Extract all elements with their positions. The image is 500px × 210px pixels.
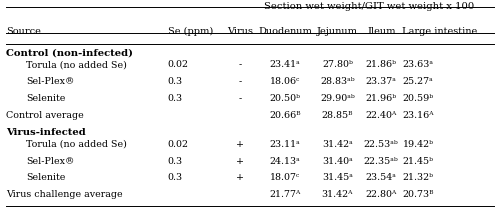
Text: 23.37ᵃ: 23.37ᵃ xyxy=(366,77,396,86)
Text: 0.3: 0.3 xyxy=(168,77,182,86)
Text: 28.85ᴮ: 28.85ᴮ xyxy=(322,111,353,120)
Text: Virus: Virus xyxy=(227,27,253,36)
Text: 20.59ᵇ: 20.59ᵇ xyxy=(402,94,434,103)
Text: Sel-Plex®: Sel-Plex® xyxy=(26,157,74,166)
Text: 0.3: 0.3 xyxy=(168,157,182,166)
Text: 28.83ᵃᵇ: 28.83ᵃᵇ xyxy=(320,77,355,86)
Text: Selenite: Selenite xyxy=(26,173,66,182)
Text: 24.13ᵃ: 24.13ᵃ xyxy=(270,157,300,166)
Text: 18.06ᶜ: 18.06ᶜ xyxy=(270,77,300,86)
Text: 20.66ᴮ: 20.66ᴮ xyxy=(269,111,301,120)
Text: 0.3: 0.3 xyxy=(168,173,182,182)
Text: 31.40ᵃ: 31.40ᵃ xyxy=(322,157,353,166)
Text: 22.53ᵃᵇ: 22.53ᵃᵇ xyxy=(364,140,398,149)
Text: -: - xyxy=(238,77,242,86)
Text: 0.3: 0.3 xyxy=(168,94,182,103)
Text: 23.11ᵃ: 23.11ᵃ xyxy=(270,140,300,149)
Text: 27.80ᵇ: 27.80ᵇ xyxy=(322,60,353,70)
Text: 22.80ᴬ: 22.80ᴬ xyxy=(366,190,397,199)
Text: 0.02: 0.02 xyxy=(168,140,188,149)
Text: Jejunum: Jejunum xyxy=(317,27,358,36)
Text: 21.45ᵇ: 21.45ᵇ xyxy=(402,157,434,166)
Text: 22.40ᴬ: 22.40ᴬ xyxy=(366,111,397,120)
Text: 25.27ᵃ: 25.27ᵃ xyxy=(402,77,433,86)
Text: Source: Source xyxy=(6,27,41,36)
Text: Virus-infected: Virus-infected xyxy=(6,128,86,137)
Text: Control average: Control average xyxy=(6,111,84,120)
Text: 21.86ᵇ: 21.86ᵇ xyxy=(366,60,397,70)
Text: 22.35ᵃᵇ: 22.35ᵃᵇ xyxy=(364,157,398,166)
Text: 21.77ᴬ: 21.77ᴬ xyxy=(270,190,300,199)
Text: Torula (no added Se): Torula (no added Se) xyxy=(26,140,127,149)
Text: 23.41ᵃ: 23.41ᵃ xyxy=(270,60,300,70)
Text: 31.42ᴬ: 31.42ᴬ xyxy=(322,190,353,199)
Text: 21.96ᵇ: 21.96ᵇ xyxy=(366,94,397,103)
Text: +: + xyxy=(236,157,244,166)
Text: Section wet weight/GIT wet weight x 100: Section wet weight/GIT wet weight x 100 xyxy=(264,2,474,11)
Text: 31.45ᵃ: 31.45ᵃ xyxy=(322,173,353,182)
Text: 23.16ᴬ: 23.16ᴬ xyxy=(402,111,434,120)
Text: 23.63ᵃ: 23.63ᵃ xyxy=(402,60,434,70)
Text: 18.07ᶜ: 18.07ᶜ xyxy=(270,173,300,182)
Text: 20.50ᵇ: 20.50ᵇ xyxy=(270,94,300,103)
Text: Virus challenge average: Virus challenge average xyxy=(6,190,122,199)
Text: Duodenum: Duodenum xyxy=(258,27,312,36)
Text: Control (non-infected): Control (non-infected) xyxy=(6,48,133,57)
Text: Large intestine: Large intestine xyxy=(402,27,478,36)
Text: -: - xyxy=(238,60,242,70)
Text: +: + xyxy=(236,140,244,149)
Text: +: + xyxy=(236,173,244,182)
Text: 19.42ᵇ: 19.42ᵇ xyxy=(402,140,434,149)
Text: 31.42ᵃ: 31.42ᵃ xyxy=(322,140,353,149)
Text: Torula (no added Se): Torula (no added Se) xyxy=(26,60,127,70)
Text: 21.32ᵇ: 21.32ᵇ xyxy=(402,173,434,182)
Text: Selenite: Selenite xyxy=(26,94,66,103)
Text: 0.02: 0.02 xyxy=(168,60,188,70)
Text: 23.54ᵃ: 23.54ᵃ xyxy=(366,173,396,182)
Text: Sel-Plex®: Sel-Plex® xyxy=(26,77,74,86)
Text: Se (ppm): Se (ppm) xyxy=(168,27,213,36)
Text: -: - xyxy=(238,94,242,103)
Text: Ileum: Ileum xyxy=(367,27,396,36)
Text: 29.90ᵃᵇ: 29.90ᵃᵇ xyxy=(320,94,355,103)
Text: 20.73ᴮ: 20.73ᴮ xyxy=(402,190,434,199)
